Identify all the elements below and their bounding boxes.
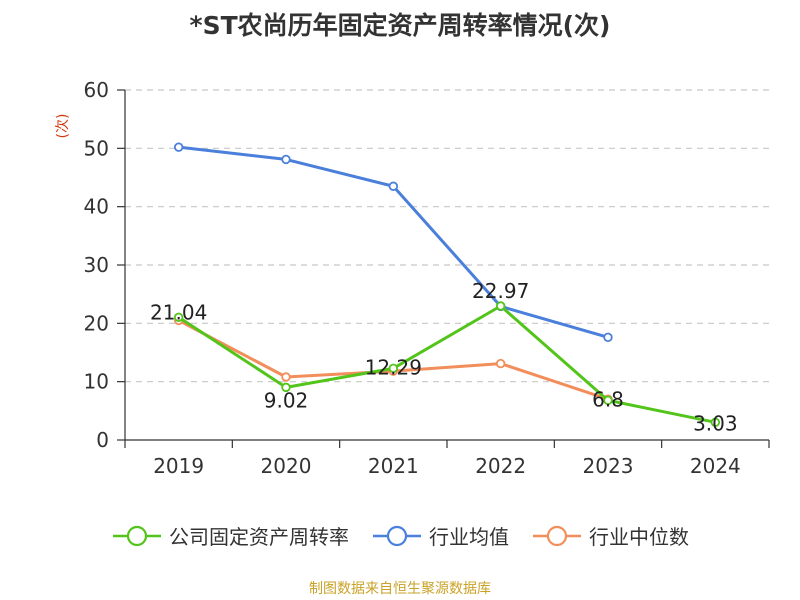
legend-label: 公司固定资产周转率 [169, 525, 349, 549]
legend-item[interactable]: 行业均值 [371, 521, 509, 550]
grid-lines [125, 89, 769, 383]
legend-item[interactable]: 行业中位数 [531, 521, 689, 550]
y-tick-label: 30 [84, 253, 109, 277]
legend-swatch-icon [113, 525, 161, 546]
y-tick-label: 50 [84, 136, 109, 160]
data-label: 12.29 [365, 355, 422, 379]
data-point[interactable] [603, 332, 613, 343]
y-tick-label: 60 [84, 78, 109, 102]
x-tick-label: 2020 [261, 454, 312, 478]
data-label: 3.03 [693, 411, 738, 435]
data-point[interactable] [603, 395, 613, 406]
data-point[interactable] [281, 154, 291, 165]
x-tick-label: 2019 [153, 454, 204, 478]
legend-label: 行业均值 [429, 525, 509, 549]
legend-swatch-icon [533, 525, 581, 546]
legend-item[interactable]: 公司固定资产周转率 [111, 521, 349, 550]
data-label: 6.8 [592, 387, 624, 411]
data-point[interactable] [388, 181, 399, 191]
series-line [177, 304, 717, 424]
series-layer [173, 142, 721, 428]
y-tick-label: 10 [84, 370, 109, 394]
data-point[interactable] [495, 358, 506, 369]
chart-title: *ST农尚历年固定资产周转率情况(次) [189, 11, 611, 40]
y-axis-label: (次) [55, 114, 71, 139]
data-labels: 21.04 9.02 12.29 22.97 6.8 3.03 [150, 279, 738, 435]
source-note: 制图数据来自恒生聚源数据库 [309, 581, 491, 597]
data-label: 22.97 [472, 279, 529, 303]
y-tick-label: 20 [84, 311, 109, 335]
data-label: 9.02 [264, 388, 309, 412]
data-point[interactable] [281, 372, 291, 382]
axes: 0 10 20 30 40 50 60 2019 2020 2021 2022 2023 2024 [84, 78, 770, 478]
legend-swatch-icon [373, 525, 421, 546]
x-tick-label: 2022 [475, 454, 526, 478]
data-point[interactable] [495, 301, 506, 311]
legend-label: 行业中位数 [589, 525, 689, 549]
x-tick-label: 2024 [690, 454, 741, 478]
y-tick-label: 40 [84, 195, 109, 219]
data-point[interactable] [173, 312, 184, 322]
y-tick-label: 0 [96, 428, 109, 452]
series-line [177, 145, 610, 339]
data-point[interactable] [388, 363, 399, 374]
data-label: 21.04 [150, 300, 207, 324]
data-point[interactable] [173, 142, 184, 152]
data-point[interactable] [281, 382, 291, 393]
data-point[interactable] [710, 417, 721, 428]
legend: 公司固定资产周转率 行业均值 行业中位数 [0, 521, 800, 550]
x-tick-label: 2021 [368, 454, 419, 478]
x-tick-label: 2023 [583, 454, 634, 478]
